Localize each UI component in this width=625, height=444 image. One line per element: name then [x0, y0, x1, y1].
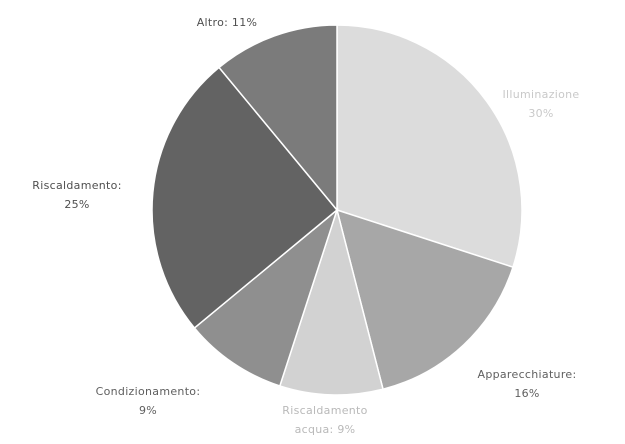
slice-label-line2-3: acqua: 9% [295, 423, 356, 436]
slice-label-line2-2: 16% [514, 387, 539, 400]
slice-label-line2-4: 9% [139, 404, 157, 417]
slice-label-6: Altro: 11% [197, 16, 258, 29]
pie-slice-3 [278, 207, 384, 396]
pie-slice-1 [336, 24, 523, 269]
slice-label-4: Condizionamento: [96, 385, 201, 398]
pie-slices [151, 24, 523, 396]
pie-slice-2 [335, 208, 514, 391]
pie-slice-4 [193, 207, 339, 387]
slice-label-1: Illuminazione [502, 88, 579, 101]
slice-label-line2-1: 30% [528, 107, 553, 120]
pie-labels: Illuminazione 30% Apparecchiature: 16% Risca… [32, 16, 579, 436]
slice-label-line2-5: 25% [64, 198, 89, 211]
slice-label-2: Apparecchiature: [478, 368, 577, 381]
slice-label-5: Riscaldamento: [32, 179, 121, 192]
slice-label-3: Riscaldamento [282, 404, 367, 417]
pie-slice-6 [218, 24, 338, 213]
pie-slice-5 [151, 66, 339, 329]
